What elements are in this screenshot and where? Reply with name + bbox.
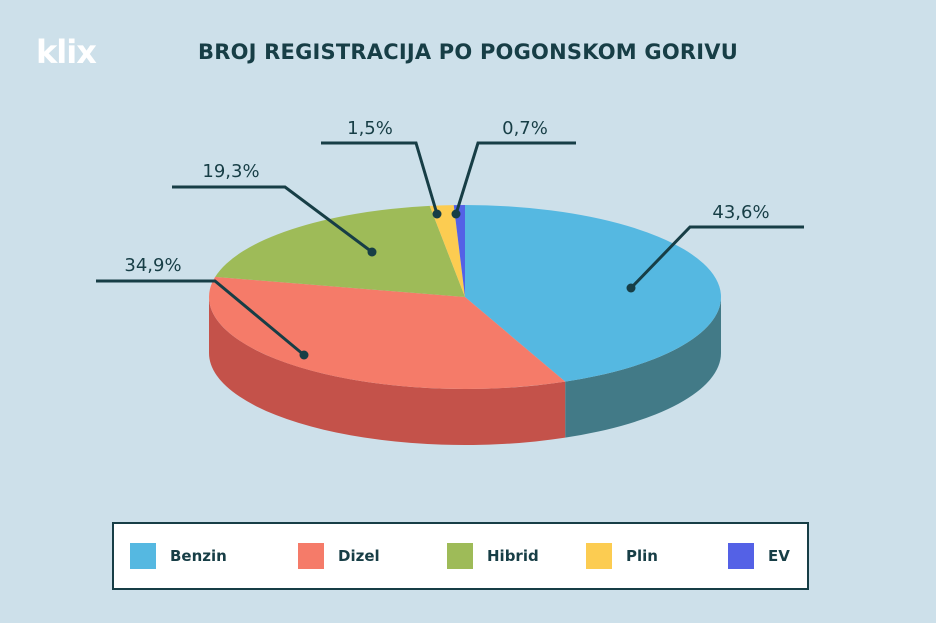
pie-side-benzin [565,297,721,438]
legend: Benzin Dizel Hibrid Plin EV [112,522,809,590]
legend-item-plin: Plin [586,524,658,588]
legend-swatch-dizel [298,543,324,569]
leader-dot-dizel [299,350,309,360]
leader-line-dizel [96,279,305,357]
pie-slices [208,205,721,389]
legend-swatch-benzin [130,543,156,569]
legend-label-plin: Plin [626,547,658,565]
data-label-dizel: 34,9% [124,255,181,276]
leader-line-ev [454,141,576,215]
leader-line-hibrid [172,185,373,254]
legend-swatch-plin [586,543,612,569]
leader-dot-benzin [626,283,636,293]
label-callouts: 43,6% 34,9% 19,3% 1,5% 0,7% [96,118,804,360]
legend-item-ev: EV [728,524,790,588]
pie-slice-dizel [208,276,566,389]
leader-line-benzin [629,225,804,290]
legend-label-ev: EV [768,547,790,565]
data-label-ev: 0,7% [502,118,548,139]
pie-slice-benzin [465,205,721,382]
data-label-benzin: 43,6% [712,202,769,223]
pie-slice-hibrid [215,205,465,297]
legend-item-benzin: Benzin [130,524,227,588]
data-label-hibrid: 19,3% [202,161,259,182]
legend-label-benzin: Benzin [170,547,227,565]
legend-label-hibrid: Hibrid [487,547,539,565]
leader-dot-hibrid [367,247,377,257]
legend-label-dizel: Dizel [338,547,380,565]
pie-sides [209,297,721,445]
leader-line-plin [321,141,439,215]
legend-item-dizel: Dizel [298,524,380,588]
pie-slice-plin [429,205,465,297]
legend-item-hibrid: Hibrid [447,524,539,588]
pie-slice-ev [453,205,465,297]
klix-logo: klix [36,33,97,71]
leader-dot-ev [451,209,461,219]
data-label-plin: 1,5% [347,118,393,139]
leader-dot-plin [432,209,442,219]
pie-side-dizel [209,297,566,445]
legend-swatch-hibrid [447,543,473,569]
legend-swatch-ev [728,543,754,569]
chart-title: BROJ REGISTRACIJA PO POGONSKOM GORIVU [198,40,738,64]
